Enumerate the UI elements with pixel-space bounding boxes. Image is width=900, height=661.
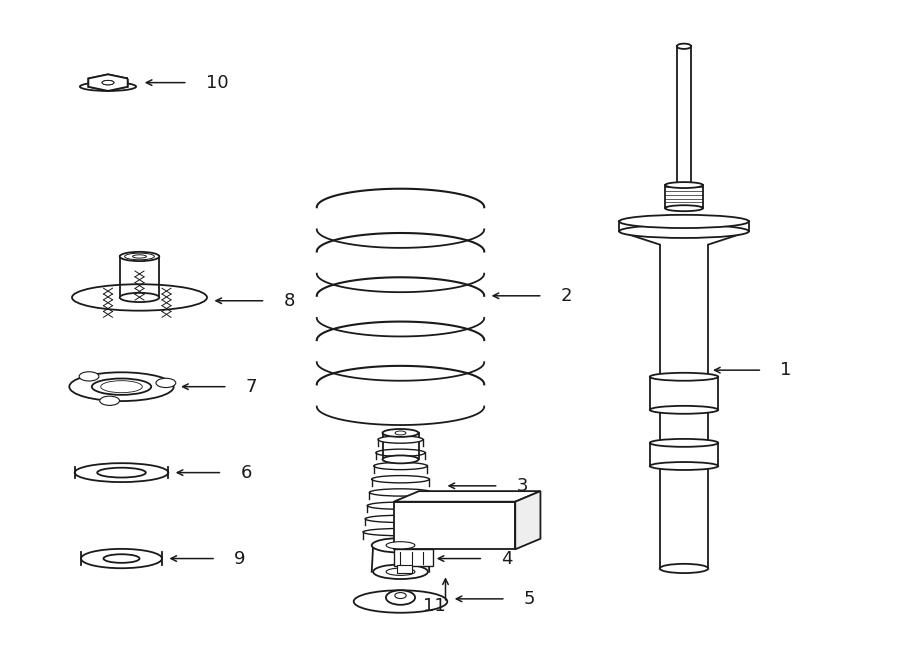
Ellipse shape xyxy=(104,554,140,563)
Ellipse shape xyxy=(650,406,718,414)
Ellipse shape xyxy=(80,82,136,91)
Text: 10: 10 xyxy=(206,73,229,92)
Ellipse shape xyxy=(386,542,415,549)
Ellipse shape xyxy=(365,516,436,522)
Bar xyxy=(398,565,412,573)
Ellipse shape xyxy=(372,538,429,553)
Text: 3: 3 xyxy=(517,477,528,495)
Ellipse shape xyxy=(102,81,114,85)
Ellipse shape xyxy=(100,396,120,405)
Text: 11: 11 xyxy=(423,597,446,615)
Text: 2: 2 xyxy=(561,287,572,305)
Ellipse shape xyxy=(81,549,162,568)
Ellipse shape xyxy=(382,455,418,463)
Ellipse shape xyxy=(75,463,168,482)
Ellipse shape xyxy=(660,564,708,573)
Text: 6: 6 xyxy=(240,463,252,482)
Text: 4: 4 xyxy=(501,549,513,568)
Ellipse shape xyxy=(650,439,718,447)
Ellipse shape xyxy=(156,378,176,387)
Ellipse shape xyxy=(120,252,159,261)
Ellipse shape xyxy=(79,371,99,381)
Ellipse shape xyxy=(386,568,415,575)
Ellipse shape xyxy=(97,468,146,477)
Ellipse shape xyxy=(677,44,691,49)
Ellipse shape xyxy=(665,205,703,211)
Text: 7: 7 xyxy=(246,377,257,396)
Ellipse shape xyxy=(650,373,718,381)
Ellipse shape xyxy=(376,449,425,456)
Ellipse shape xyxy=(69,372,174,401)
Bar xyxy=(665,185,703,208)
Ellipse shape xyxy=(72,284,207,311)
Polygon shape xyxy=(88,75,128,91)
Ellipse shape xyxy=(650,462,718,470)
Polygon shape xyxy=(515,491,540,549)
Bar xyxy=(650,377,718,410)
Ellipse shape xyxy=(374,564,428,579)
Ellipse shape xyxy=(395,592,406,599)
Ellipse shape xyxy=(363,529,438,535)
Ellipse shape xyxy=(382,429,418,437)
Bar xyxy=(394,549,434,566)
Ellipse shape xyxy=(354,590,447,613)
Polygon shape xyxy=(394,491,540,502)
Bar xyxy=(650,443,718,466)
Text: 9: 9 xyxy=(234,549,246,568)
Text: 1: 1 xyxy=(780,361,792,379)
Ellipse shape xyxy=(378,436,423,444)
Ellipse shape xyxy=(374,463,428,469)
Ellipse shape xyxy=(120,293,159,302)
Polygon shape xyxy=(394,502,515,549)
Ellipse shape xyxy=(619,215,749,228)
Polygon shape xyxy=(88,75,128,91)
Ellipse shape xyxy=(619,225,749,238)
Ellipse shape xyxy=(372,476,429,483)
Text: 5: 5 xyxy=(524,590,536,608)
Text: 8: 8 xyxy=(284,292,295,310)
Ellipse shape xyxy=(92,379,151,395)
Ellipse shape xyxy=(665,182,703,188)
Ellipse shape xyxy=(386,590,415,605)
Ellipse shape xyxy=(102,81,114,85)
Ellipse shape xyxy=(369,488,432,496)
Ellipse shape xyxy=(367,502,434,510)
